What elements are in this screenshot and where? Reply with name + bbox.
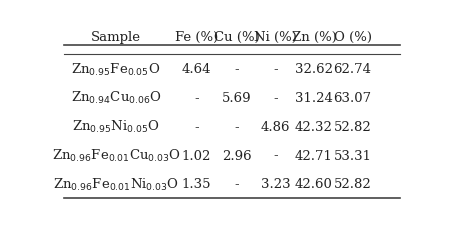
Text: 31.24: 31.24 <box>295 91 332 104</box>
Text: Zn$_{0.96}$Fe$_{0.01}$Ni$_{0.03}$O: Zn$_{0.96}$Fe$_{0.01}$Ni$_{0.03}$O <box>53 176 179 192</box>
Text: -: - <box>234 120 239 133</box>
Text: -: - <box>194 91 198 104</box>
Text: 53.31: 53.31 <box>333 149 371 162</box>
Text: -: - <box>272 149 277 162</box>
Text: -: - <box>234 178 239 191</box>
Text: Fe (%): Fe (%) <box>175 31 218 44</box>
Text: Zn$_{0.95}$Ni$_{0.05}$O: Zn$_{0.95}$Ni$_{0.05}$O <box>72 119 160 135</box>
Text: 63.07: 63.07 <box>333 91 371 104</box>
Text: 3.23: 3.23 <box>260 178 290 191</box>
Text: Cu (%): Cu (%) <box>214 31 259 44</box>
Text: -: - <box>272 91 277 104</box>
Text: Zn$_{0.94}$Cu$_{0.06}$O: Zn$_{0.94}$Cu$_{0.06}$O <box>70 90 161 106</box>
Text: Ni (%): Ni (%) <box>253 31 296 44</box>
Text: 42.60: 42.60 <box>295 178 332 191</box>
Text: -: - <box>194 120 198 133</box>
Text: 42.71: 42.71 <box>295 149 332 162</box>
Text: 42.32: 42.32 <box>295 120 332 133</box>
Text: 1.35: 1.35 <box>181 178 211 191</box>
Text: 2.96: 2.96 <box>221 149 251 162</box>
Text: Zn$_{0.95}$Fe$_{0.05}$O: Zn$_{0.95}$Fe$_{0.05}$O <box>71 61 160 77</box>
Text: 52.82: 52.82 <box>333 178 371 191</box>
Text: 62.74: 62.74 <box>333 63 371 76</box>
Text: O (%): O (%) <box>333 31 371 44</box>
Text: -: - <box>234 63 239 76</box>
Text: 5.69: 5.69 <box>221 91 251 104</box>
Text: Sample: Sample <box>91 31 141 44</box>
Text: 4.64: 4.64 <box>181 63 211 76</box>
Text: 4.86: 4.86 <box>260 120 290 133</box>
Text: Zn$_{0.96}$Fe$_{0.01}$Cu$_{0.03}$O: Zn$_{0.96}$Fe$_{0.01}$Cu$_{0.03}$O <box>51 147 180 164</box>
Text: 32.62: 32.62 <box>295 63 332 76</box>
Text: 52.82: 52.82 <box>333 120 371 133</box>
Text: -: - <box>272 63 277 76</box>
Text: Zn (%): Zn (%) <box>291 31 336 44</box>
Text: 1.02: 1.02 <box>182 149 211 162</box>
